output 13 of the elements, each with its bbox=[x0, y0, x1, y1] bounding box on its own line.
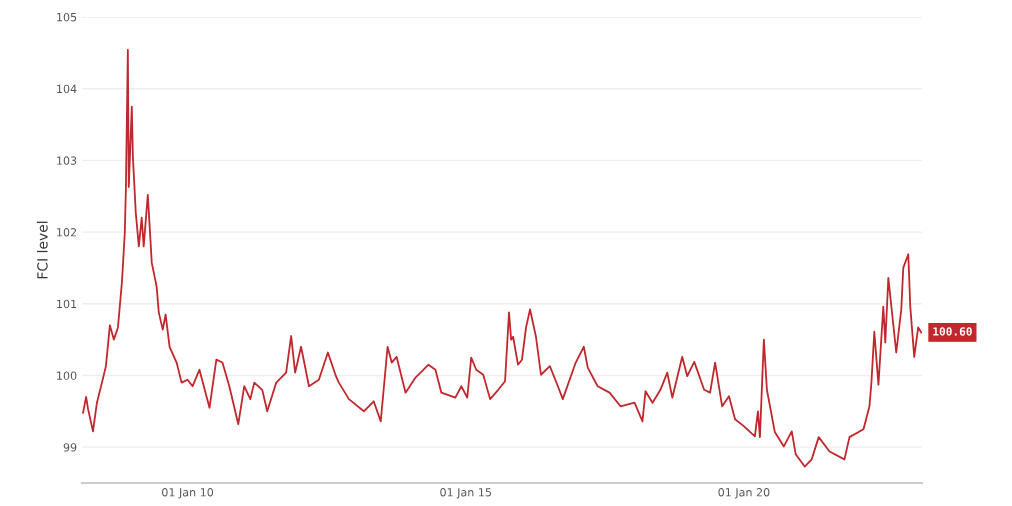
annotation: 100.60 bbox=[933, 327, 972, 336]
line-series bbox=[82, 49, 922, 468]
x-tick-label: 01 Jan 10 bbox=[162, 488, 214, 499]
y-tick-label: 100 bbox=[57, 371, 77, 380]
x-tick-label: 01 Jan 15 bbox=[440, 488, 492, 499]
y-axis-title: FCI level bbox=[36, 221, 48, 279]
y-tick-label: 105 bbox=[57, 12, 77, 22]
y-tick-label: 102 bbox=[57, 228, 77, 237]
y-tick-label: 103 bbox=[57, 156, 77, 165]
y-tick-label: 101 bbox=[57, 299, 77, 309]
x-tick-label: 01 Jan 20 bbox=[718, 488, 770, 499]
y-tick-label: 104 bbox=[57, 84, 77, 94]
y-tick-label: 99 bbox=[63, 443, 77, 452]
